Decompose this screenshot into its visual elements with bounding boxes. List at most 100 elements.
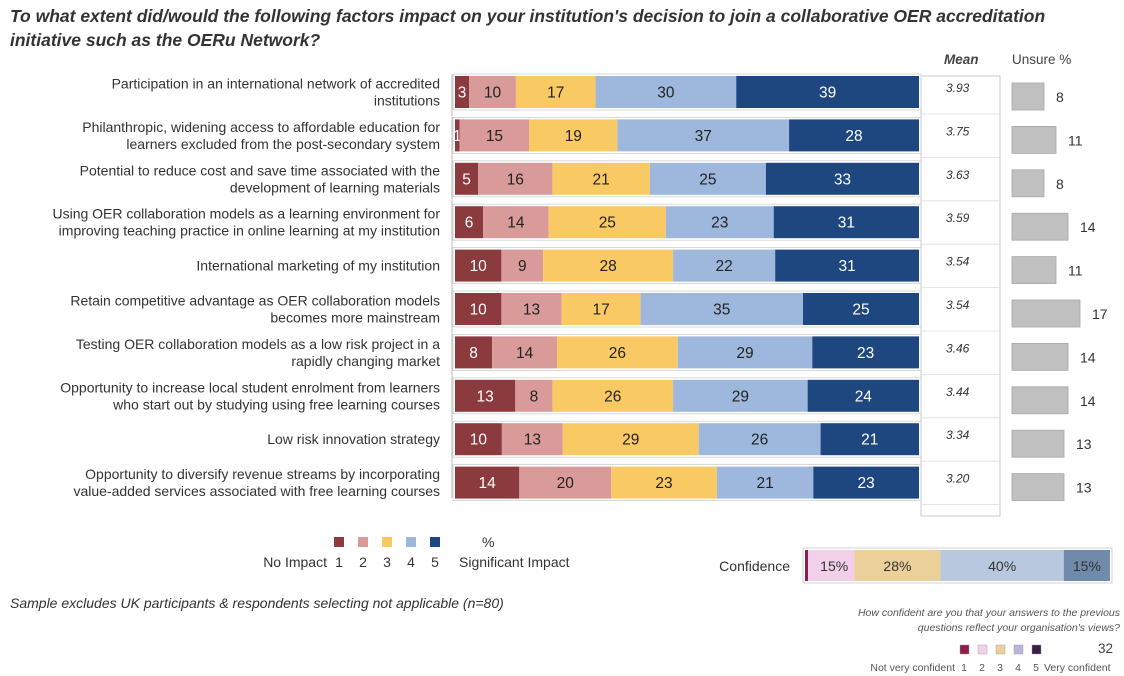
category-label: learners excluded from the post-secondar… xyxy=(126,136,440,152)
unsure-value: 17 xyxy=(1092,306,1108,322)
unsure-value: 14 xyxy=(1080,393,1096,409)
bar-row-frame xyxy=(452,73,922,111)
bar-value-label: 6 xyxy=(465,215,474,232)
unsure-value: 14 xyxy=(1080,219,1096,235)
bar-segment xyxy=(455,162,479,195)
legend-swatch xyxy=(382,537,392,547)
bar-segment xyxy=(501,249,544,282)
category-label: Low risk innovation strategy xyxy=(267,431,440,447)
bar-value-label: 29 xyxy=(736,345,753,362)
unsure-bar xyxy=(1011,429,1065,458)
bar-segment xyxy=(789,119,919,152)
bar-segment xyxy=(813,466,919,499)
confidence-segment-label: 28% xyxy=(883,558,911,574)
unsure-value: 11 xyxy=(1068,132,1083,148)
chart-title: To what extent did/would the following f… xyxy=(10,6,1046,50)
confidence-question-line: How confident are you that your answers … xyxy=(858,607,1121,619)
bar-value-label: 20 xyxy=(557,475,575,492)
bar-value-label: 21 xyxy=(756,475,773,492)
bar-segment xyxy=(455,466,520,499)
mean-value: 3.44 xyxy=(946,385,970,399)
unsure-value: 14 xyxy=(1080,349,1096,365)
bar-segment xyxy=(455,379,516,412)
mean-value: 3.75 xyxy=(946,124,970,138)
bar-value-label: 14 xyxy=(516,345,534,362)
mean-value: 3.54 xyxy=(946,298,970,312)
category-label: becomes more mainstream xyxy=(270,310,440,326)
confidence-legend-item: 1 xyxy=(961,662,967,674)
mean-value: 3.93 xyxy=(946,81,970,95)
unsure-column: 8 11 8 14 11 17 14 14 13 13 xyxy=(1011,82,1108,502)
confidence-legend-swatch xyxy=(1013,644,1024,655)
confidence-segment xyxy=(1063,550,1110,581)
confidence-legend-right: Very confident xyxy=(1044,662,1111,674)
unsure-bar xyxy=(1011,299,1081,328)
confidence-segment-label: 40% xyxy=(988,558,1016,574)
unsure-value: 13 xyxy=(1076,480,1092,496)
bar-value-label: 15 xyxy=(486,128,503,145)
bar-value-label: 9 xyxy=(518,258,527,275)
category-label: who start out by studying using free lea… xyxy=(112,396,440,412)
unsure-header: Unsure % xyxy=(1012,52,1071,67)
category-labels: Participation in an international networ… xyxy=(52,76,440,500)
confidence-segment-label: 15% xyxy=(820,558,848,574)
bar-segment xyxy=(773,206,919,239)
confidence-frame xyxy=(802,547,1113,584)
mean-header: Mean xyxy=(944,52,979,67)
bar-segment xyxy=(557,336,678,369)
confidence-legend-swatch xyxy=(995,644,1006,655)
bar-value-label: 10 xyxy=(470,302,488,319)
bar-segment xyxy=(459,119,530,152)
bar-value-label: 19 xyxy=(565,128,582,145)
confidence-segment xyxy=(854,550,941,581)
bar-segment xyxy=(698,423,821,456)
bar-segment xyxy=(617,119,790,152)
legend-swatch xyxy=(334,537,344,547)
category-label: institutions xyxy=(374,93,440,109)
bar-segment xyxy=(492,336,558,369)
unsure-value: 8 xyxy=(1056,89,1064,105)
legend-item-label: 4 xyxy=(407,554,415,570)
bar-value-label: 5 xyxy=(462,171,471,188)
bar-value-label: 26 xyxy=(609,345,626,362)
legend-swatch xyxy=(430,537,440,547)
bar-value-label: 28 xyxy=(599,258,616,275)
confidence-legend-item: 2 xyxy=(979,662,985,674)
confidence-legend-left: Not very confident xyxy=(870,662,955,674)
bar-value-label: 25 xyxy=(852,302,869,319)
bar-value-label: 37 xyxy=(695,128,712,145)
category-label: rapidly changing market xyxy=(291,353,440,369)
unsure-value: 8 xyxy=(1056,176,1064,192)
unsure-bar xyxy=(1011,256,1057,285)
category-label: Potential to reduce cost and save time a… xyxy=(80,162,441,178)
bar-value-label: 8 xyxy=(469,345,478,362)
bar-value-label: 31 xyxy=(838,258,855,275)
unsure-bar xyxy=(1011,473,1065,502)
bar-segment xyxy=(469,76,516,108)
confidence-legend: 1 2 3 4 5 Not very confident Very confident xyxy=(870,644,1111,674)
mean-value: 3.59 xyxy=(946,211,970,225)
bar-value-label: 8 xyxy=(530,388,539,405)
category-label: Opportunity to increase local student en… xyxy=(60,379,440,395)
bar-segment xyxy=(455,423,502,456)
bar-value-label: 13 xyxy=(477,388,494,405)
bar-row-frame xyxy=(452,333,922,371)
mean-value: 3.46 xyxy=(946,341,970,355)
bar-value-label: 3 xyxy=(458,85,467,102)
legend-item-label: 3 xyxy=(383,554,391,570)
bar-value-label: 30 xyxy=(657,85,675,102)
bar-segment xyxy=(501,293,562,325)
bar-segment xyxy=(455,293,502,325)
stacked-bars: 3 10 17 30 39 1 15 19 37 28 5 16 21 25 33 6 14 25 23 31 10 9 2… xyxy=(452,73,922,502)
mean-value: 3.54 xyxy=(946,255,970,269)
category-label: development of learning materials xyxy=(230,179,440,195)
category-label: Philanthropic, widening access to afford… xyxy=(82,119,440,135)
confidence-segment xyxy=(808,550,855,581)
bar-segment xyxy=(552,379,674,412)
legend-swatch xyxy=(406,537,416,547)
column-headers: Mean Unsure % xyxy=(944,52,1071,67)
legend-swatch xyxy=(358,537,368,547)
bar-segment xyxy=(543,249,674,282)
